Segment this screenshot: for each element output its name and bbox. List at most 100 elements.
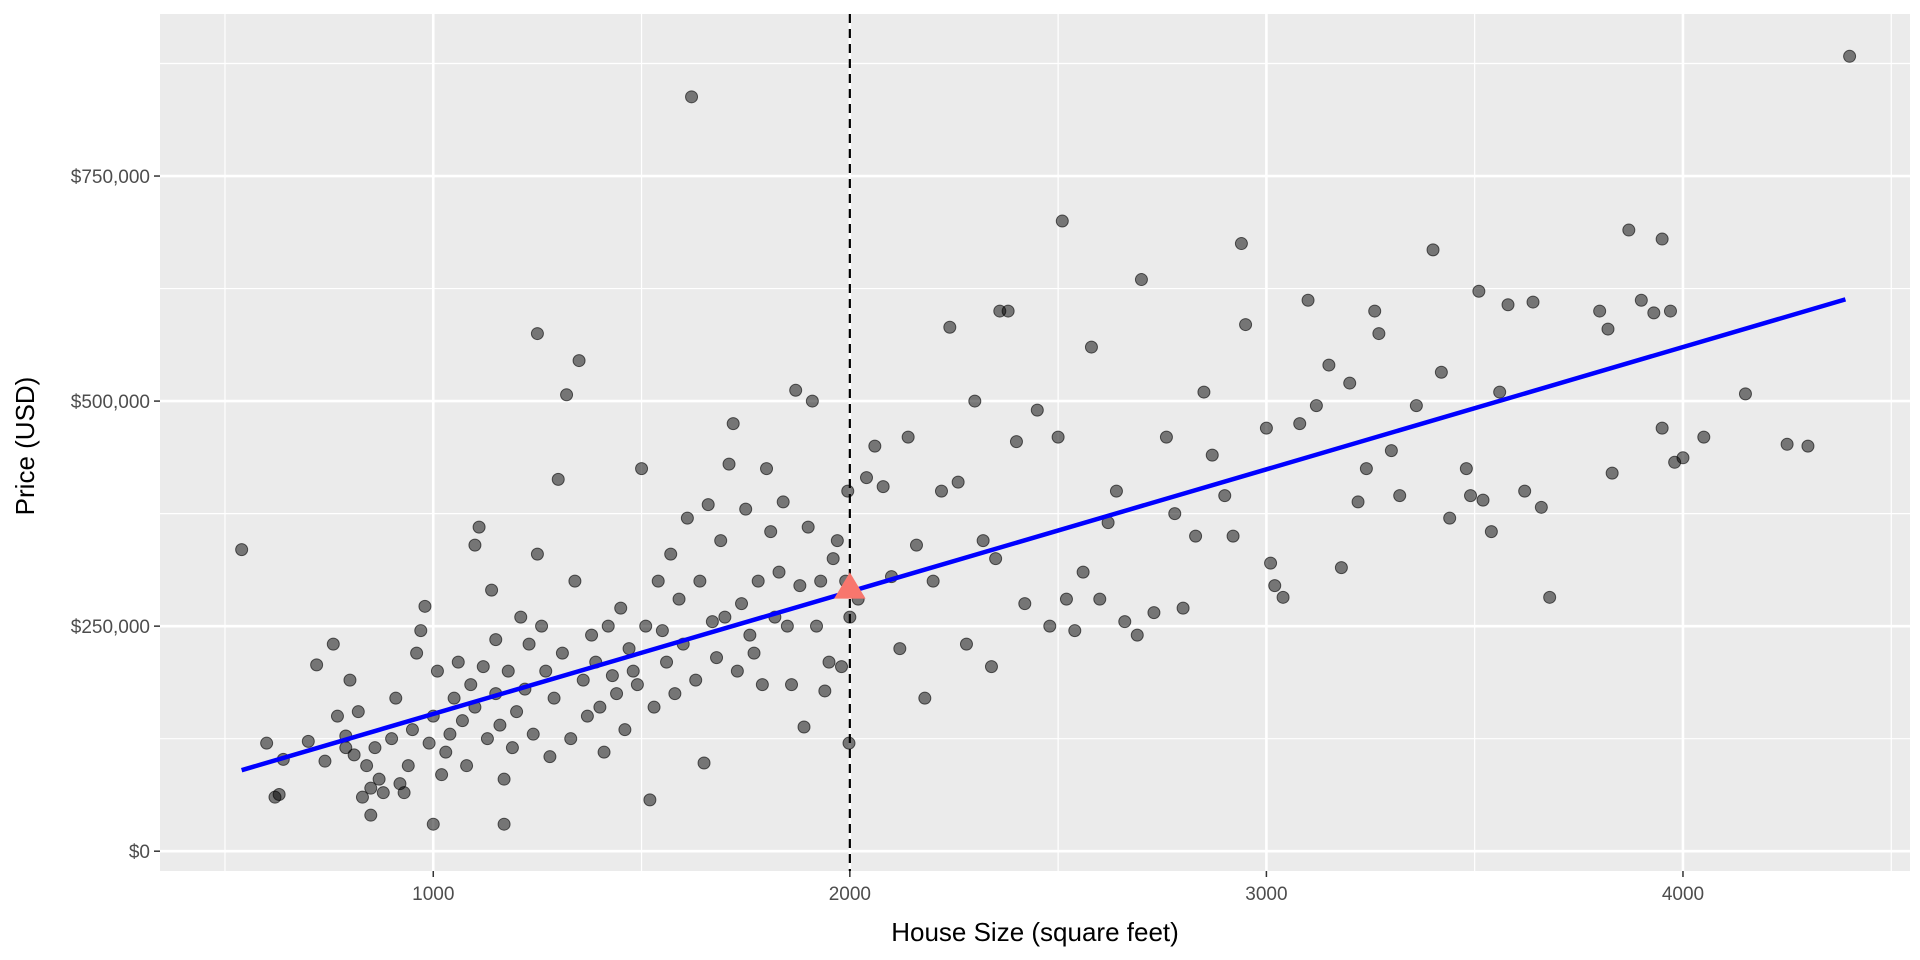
- data-point: [1343, 376, 1357, 390]
- data-point: [926, 574, 940, 588]
- data-point: [426, 817, 440, 831]
- data-point: [1159, 430, 1173, 444]
- data-point: [989, 552, 1003, 566]
- data-point: [730, 664, 744, 678]
- data-point: [776, 495, 790, 509]
- data-point: [422, 736, 436, 750]
- data-point: [639, 619, 653, 633]
- data-point: [743, 628, 757, 642]
- data-point: [1676, 451, 1690, 465]
- data-point: [301, 734, 315, 748]
- data-point: [1176, 601, 1190, 615]
- data-point: [530, 327, 544, 341]
- data-point: [909, 538, 923, 552]
- data-point: [547, 691, 561, 705]
- data-point: [526, 727, 540, 741]
- data-point: [1634, 293, 1648, 307]
- data-point: [1655, 232, 1669, 246]
- y-tick-label: $500,000: [71, 392, 150, 413]
- data-point: [580, 709, 594, 723]
- data-point: [464, 678, 478, 692]
- x-tick-label: 4000: [1662, 884, 1704, 905]
- data-point: [1259, 421, 1273, 435]
- data-point: [664, 547, 678, 561]
- data-point: [1009, 435, 1023, 449]
- data-point: [501, 664, 515, 678]
- data-point: [397, 786, 411, 800]
- data-point: [747, 646, 761, 660]
- data-point: [605, 669, 619, 683]
- data-point: [343, 673, 357, 687]
- data-point: [1130, 628, 1144, 642]
- data-point: [376, 786, 390, 800]
- data-point: [493, 718, 507, 732]
- data-point: [1030, 403, 1044, 417]
- data-point: [772, 565, 786, 579]
- data-point: [1484, 525, 1498, 539]
- data-point: [1372, 327, 1386, 341]
- data-point: [364, 781, 378, 795]
- regression-line: [241, 297, 1847, 773]
- data-point: [1068, 624, 1082, 638]
- data-point: [1543, 590, 1557, 604]
- data-point: [1059, 592, 1073, 606]
- data-point: [385, 732, 399, 746]
- data-point: [818, 684, 832, 698]
- data-point: [1076, 565, 1090, 579]
- data-point: [435, 768, 449, 782]
- data-point: [785, 678, 799, 692]
- data-point: [1293, 417, 1307, 431]
- data-point: [318, 754, 332, 768]
- data-point: [672, 592, 686, 606]
- data-point: [868, 439, 882, 453]
- data-point: [1601, 322, 1615, 336]
- data-point: [1218, 489, 1232, 503]
- data-point: [1501, 298, 1515, 312]
- data-point: [1663, 304, 1677, 318]
- data-point: [468, 538, 482, 552]
- data-point: [460, 759, 474, 773]
- data-point: [739, 502, 753, 516]
- data-point: [1018, 597, 1032, 611]
- data-point: [841, 484, 855, 498]
- data-point: [1518, 484, 1532, 498]
- data-point: [835, 660, 849, 674]
- data-point: [810, 619, 824, 633]
- data-point: [1443, 511, 1457, 525]
- data-point: [1384, 444, 1398, 458]
- data-point: [535, 619, 549, 633]
- data-point: [539, 664, 553, 678]
- data-point: [1205, 448, 1219, 462]
- y-tick-label: $750,000: [71, 167, 150, 188]
- data-point: [1197, 385, 1211, 399]
- data-point: [585, 628, 599, 642]
- data-point: [626, 664, 640, 678]
- data-point: [1526, 295, 1540, 309]
- data-point: [551, 472, 565, 486]
- data-point: [1472, 284, 1486, 298]
- data-point: [543, 750, 557, 764]
- data-point: [555, 646, 569, 660]
- y-axis-ticks: $0 $250,000 $500,000 $750,000: [71, 167, 160, 863]
- data-point: [439, 745, 453, 759]
- data-point: [476, 660, 490, 674]
- regression-line-layer: [241, 297, 1847, 773]
- data-point: [614, 601, 628, 615]
- data-point: [1780, 437, 1794, 451]
- data-point: [1001, 304, 1015, 318]
- data-point: [351, 705, 365, 719]
- highlight-layer: [834, 572, 866, 599]
- data-point: [710, 651, 724, 665]
- data-point: [480, 732, 494, 746]
- data-point: [443, 727, 457, 741]
- data-point: [755, 678, 769, 692]
- data-point: [235, 543, 249, 557]
- data-point: [618, 723, 632, 737]
- data-point: [497, 772, 511, 786]
- data-point: [510, 705, 524, 719]
- data-point: [372, 772, 386, 786]
- data-point: [1493, 385, 1507, 399]
- data-point: [1647, 306, 1661, 320]
- data-point: [1134, 273, 1148, 287]
- data-point: [1118, 615, 1132, 629]
